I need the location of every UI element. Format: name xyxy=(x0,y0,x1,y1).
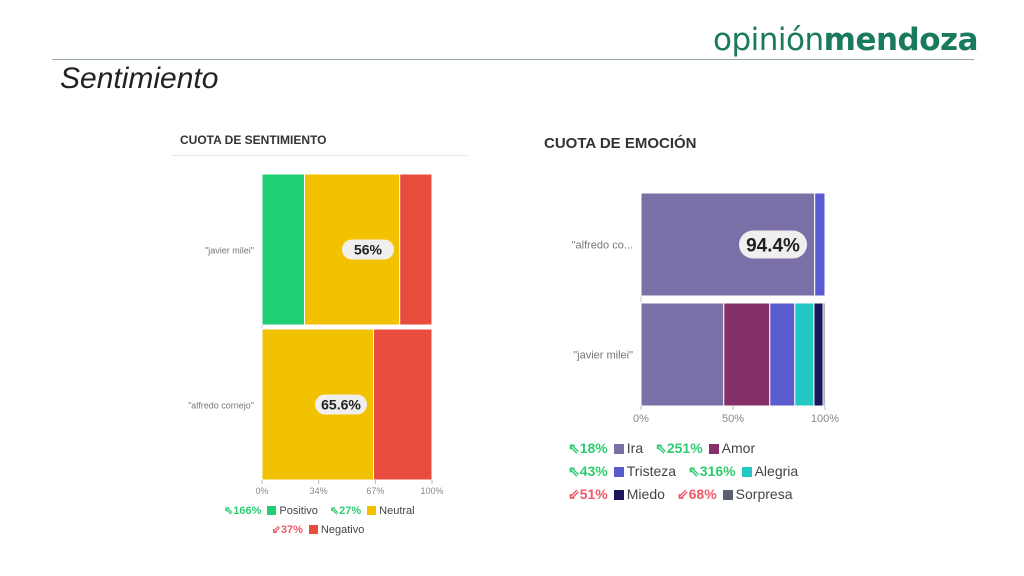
x-tick-label: 100% xyxy=(811,413,839,425)
x-tick-label: 0% xyxy=(255,486,268,496)
legend-item[interactable]: ⇖27% Neutral xyxy=(330,505,415,517)
data-label: 65.6% xyxy=(321,397,361,413)
legend-swatch xyxy=(308,525,318,534)
logo-light: opinión xyxy=(713,22,824,58)
bar-alegria xyxy=(794,302,815,407)
legend-label: Miedo xyxy=(626,486,665,502)
legend-row: ⇖18% Ira ⇖251% Amor xyxy=(562,440,804,457)
category-label: "javier milei" xyxy=(205,246,254,256)
legend-change: 18% xyxy=(579,440,608,456)
legend-item[interactable]: ⇖166% Positivo xyxy=(224,505,318,517)
trend-up-icon: ⇖ xyxy=(329,505,340,517)
emotion-legend: ⇖18% Ira ⇖251% Amor ⇖43% Tristeza ⇖316% Alegria… xyxy=(562,440,804,509)
legend-swatch xyxy=(708,444,719,454)
legend-change: 166% xyxy=(233,505,262,517)
x-tick-label: 0% xyxy=(633,413,649,425)
logo: opiniónmendoza xyxy=(713,22,979,58)
logo-bold: mendoza xyxy=(823,22,979,58)
bar-tristeza xyxy=(769,302,796,407)
bar-negativo xyxy=(373,328,433,481)
legend-row: ⇙51% Miedo ⇙68% Sorpresa xyxy=(562,486,804,503)
bar-negativo xyxy=(399,173,433,326)
bar-sorpresa xyxy=(822,302,826,407)
trend-down-icon: ⇙ xyxy=(676,486,689,502)
legend-row: ⇖166% Positivo ⇖27% Neutral xyxy=(218,504,418,517)
legend-label: Amor xyxy=(721,440,756,456)
legend-item[interactable]: ⇖251% Amor xyxy=(655,440,755,456)
bar-amor xyxy=(723,302,771,407)
legend-change: 68% xyxy=(688,486,717,502)
bar-ira xyxy=(640,302,725,407)
legend-label: Sorpresa xyxy=(735,486,793,502)
legend-swatch xyxy=(267,506,277,515)
sentiment-chart-title: CUOTA DE SENTIMIENTO xyxy=(180,133,327,147)
legend-label: Ira xyxy=(626,440,644,456)
data-label-bg xyxy=(739,230,807,259)
legend-item[interactable]: ⇖18% Ira xyxy=(568,440,643,456)
legend-row: ⇙37% Negativo xyxy=(218,523,418,536)
sentiment-legend: ⇖166% Positivo ⇖27% Neutral ⇙37% Negativo xyxy=(218,504,418,542)
legend-swatch xyxy=(722,490,733,500)
data-label-bg xyxy=(315,394,367,415)
emotion-chart-title: CUOTA DE EMOCIÓN xyxy=(544,135,697,152)
legend-change: 27% xyxy=(339,505,362,517)
trend-up-icon: ⇖ xyxy=(224,505,234,517)
legend-swatch xyxy=(613,490,624,500)
legend-change: 51% xyxy=(579,486,608,502)
legend-change: 43% xyxy=(579,463,608,479)
title-divider xyxy=(172,155,467,156)
legend-change: 251% xyxy=(666,440,703,456)
trend-down-icon: ⇙ xyxy=(271,524,281,536)
legend-item[interactable]: ⇙68% Sorpresa xyxy=(677,486,793,502)
bar-miedo xyxy=(813,302,824,407)
legend-swatch xyxy=(613,467,624,477)
x-tick-label: 100% xyxy=(420,486,443,496)
legend-item[interactable]: ⇙51% Miedo xyxy=(568,486,665,502)
legend-item[interactable]: ⇖43% Tristeza xyxy=(568,463,676,479)
x-tick-label: 34% xyxy=(310,486,328,496)
x-tick-label: 50% xyxy=(722,413,744,425)
legend-item[interactable]: ⇙37% Negativo xyxy=(272,524,365,536)
trend-down-icon: ⇙ xyxy=(568,486,580,502)
trend-up-icon: ⇖ xyxy=(568,463,580,479)
data-label: 94.4% xyxy=(746,235,800,256)
legend-label: Alegria xyxy=(754,463,799,479)
bar-tristeza xyxy=(814,192,826,297)
data-label-bg xyxy=(342,239,394,260)
category-label: "javier milei" xyxy=(573,350,633,362)
trend-up-icon: ⇖ xyxy=(655,440,667,456)
legend-item[interactable]: ⇖316% Alegria xyxy=(688,463,798,479)
category-label: "alfredo cornejo" xyxy=(188,401,254,411)
bar-positivo xyxy=(261,173,305,326)
page-title: Sentimiento xyxy=(60,62,219,95)
legend-label: Tristeza xyxy=(626,463,677,479)
legend-swatch xyxy=(741,467,752,477)
data-label: 56% xyxy=(354,242,383,258)
legend-label: Neutral xyxy=(379,505,415,517)
trend-up-icon: ⇖ xyxy=(568,440,580,456)
legend-row: ⇖43% Tristeza ⇖316% Alegria xyxy=(562,463,804,480)
legend-change: 316% xyxy=(699,463,736,479)
trend-up-icon: ⇖ xyxy=(688,463,700,479)
x-tick-label: 67% xyxy=(366,486,384,496)
legend-swatch xyxy=(613,444,624,454)
category-label: "alfredo co... xyxy=(572,240,633,252)
legend-label: Negativo xyxy=(320,524,365,536)
legend-swatch xyxy=(367,506,377,515)
divider xyxy=(52,59,974,60)
legend-change: 37% xyxy=(280,524,303,536)
legend-label: Positivo xyxy=(279,505,318,517)
